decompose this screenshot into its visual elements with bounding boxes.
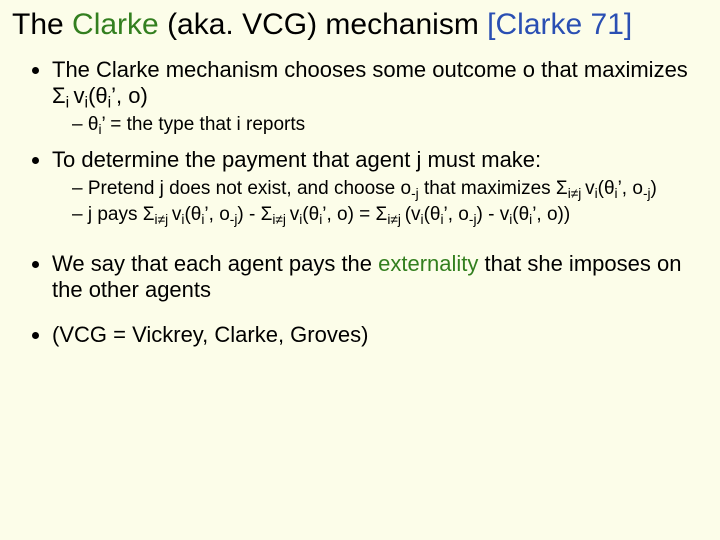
bullet-item: We say that each agent pays the external… bbox=[52, 251, 696, 304]
bullet-list: The Clarke mechanism chooses some outcom… bbox=[24, 57, 696, 349]
sub-bullet-list: Pretend j does not exist, and choose o-j… bbox=[52, 177, 696, 227]
sub-bullet-item: j pays Σi≠j vi(θi’, o-j) - Σi≠j vi(θi’, … bbox=[72, 203, 696, 227]
sub-bullet-item: θi’ = the type that i reports bbox=[72, 113, 696, 137]
bullet-item: To determine the payment that agent j mu… bbox=[52, 147, 696, 173]
title-name: Clarke bbox=[72, 8, 159, 41]
spacer bbox=[52, 237, 696, 251]
bullet-item: (VCG = Vickrey, Clarke, Groves) bbox=[52, 322, 696, 348]
slide: The Clarke (aka. VCG) mechanism [Clarke … bbox=[0, 0, 720, 540]
slide-title: The Clarke (aka. VCG) mechanism [Clarke … bbox=[12, 8, 696, 43]
sub-bullet-list: θi’ = the type that i reports bbox=[52, 113, 696, 137]
title-mid: (aka. VCG) mechanism bbox=[159, 8, 487, 41]
spacer bbox=[52, 308, 696, 322]
title-cite: [Clarke 71] bbox=[487, 8, 632, 41]
sub-bullet-item: Pretend j does not exist, and choose o-j… bbox=[72, 177, 696, 201]
title-prefix: The bbox=[12, 8, 72, 41]
bullet-item: The Clarke mechanism chooses some outcom… bbox=[52, 57, 696, 110]
